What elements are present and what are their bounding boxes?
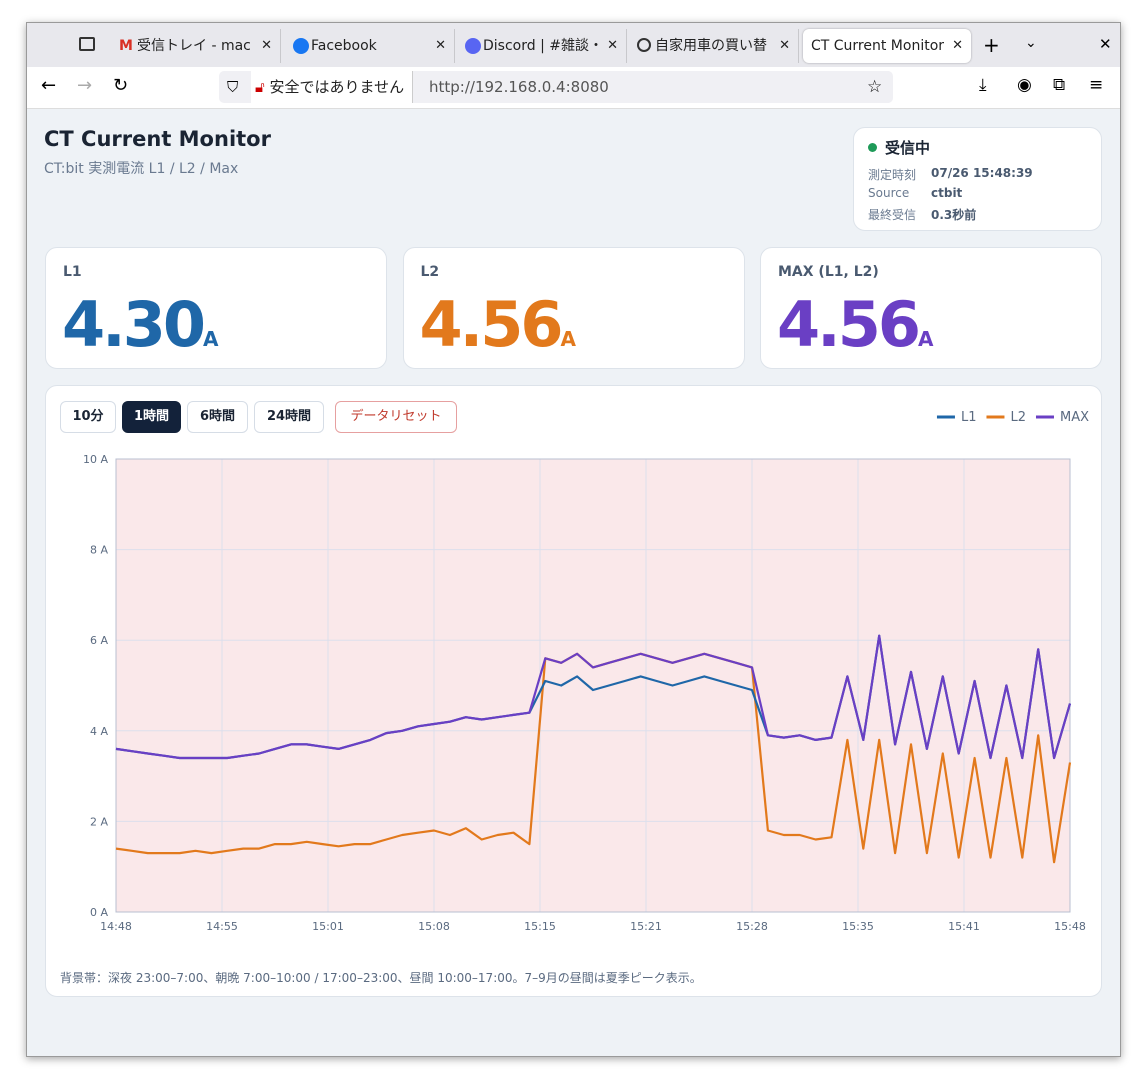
metric-value: 4.56A (777, 294, 933, 370)
status-label: 受信中 (885, 139, 931, 157)
menu[interactable]: ≡ (1089, 75, 1104, 95)
status-key: 最終受信 (868, 208, 917, 222)
y-tick-label: 10 A (83, 453, 108, 466)
y-tick-label: 8 A (90, 544, 108, 557)
metric-label: L1 (63, 264, 82, 280)
footnote: 背景帯：深夜 23:00–7:00、朝晩 7:00–10:00 / 17:00–… (60, 971, 702, 985)
x-tick-label: 14:55 (206, 920, 238, 933)
status-value: 07/26 15:48:39 (931, 166, 1033, 180)
range-button[interactable]: 10分 (60, 401, 116, 433)
x-tick-label: 15:01 (312, 920, 344, 933)
status-dot (868, 143, 877, 152)
legend-label: L2 (1010, 410, 1026, 425)
metric-label: L2 (420, 264, 440, 280)
metric-value: 4.30A (62, 294, 218, 370)
tab[interactable]: M 受信トレイ - mac ✕ (113, 29, 281, 63)
x-tick-label: 15:35 (842, 920, 874, 933)
tab[interactable]: 自家用車の買い替 ✕ (631, 29, 799, 63)
x-tick-label: 15:21 (630, 920, 662, 933)
shield-icon: ⛉ (227, 78, 239, 96)
toolbar: ← → ↻ ⛉ 🔓︎ 安全ではありません http://192.168.0.4:… (27, 67, 1120, 109)
value: 4.30 (62, 288, 206, 361)
metric-value: 4.56A (420, 294, 576, 370)
status-value: 0.3秒前 (931, 208, 977, 222)
page-title: CT Current Monitor (44, 127, 271, 151)
tab-title: Facebook (311, 38, 377, 54)
y-tick-label: 2 A (90, 815, 108, 828)
value: 4.56 (419, 288, 564, 361)
plot-background (115, 458, 1071, 913)
metric-card: L2 4.56A (402, 247, 745, 370)
metric-card: L1 4.30A (45, 247, 387, 369)
tab-list-icon[interactable] (79, 37, 95, 51)
close-window[interactable]: ✕ (1099, 35, 1112, 53)
tab-title: CT Current Monitor (811, 38, 945, 54)
series-line (115, 634, 1072, 760)
tab-title: Discord | #雑談・ (483, 38, 603, 54)
metric-label: MAX (L1, L2) (778, 264, 879, 280)
y-tick-label: 0 A (90, 906, 108, 919)
account[interactable]: ◉ (1017, 75, 1032, 95)
security-text: 安全ではありません (269, 78, 405, 96)
tab[interactable]: CT Current Monitor ✕ (803, 29, 971, 63)
forward[interactable]: → (77, 75, 93, 96)
extensions[interactable]: ⧉ (1053, 75, 1066, 95)
metric-card: MAX (L1, L2) 4.56A (760, 247, 1102, 369)
value: 4.56 (777, 288, 921, 361)
status-key: 測定時刻 (868, 168, 917, 182)
tab-menu[interactable]: ⌄ (1025, 35, 1037, 51)
tab-title: 受信トレイ - mac (137, 38, 251, 54)
x-tick-label: 14:48 (100, 920, 132, 933)
status-key: Source (868, 186, 910, 200)
range-button[interactable]: 6時間 (187, 401, 248, 433)
legend-label: MAX (1060, 410, 1089, 425)
x-tick-label: 15:28 (736, 920, 768, 933)
x-tick-label: 15:15 (524, 920, 556, 933)
status-card: 受信中 測定時刻 07/26 15:48:39 Source ctbit 最終受信 0.3… (853, 127, 1102, 231)
downloads[interactable]: ⤓ (979, 75, 987, 95)
x-tick-label: 15:41 (948, 920, 980, 933)
tab-bar: M 受信トレイ - mac ✕ Facebook ✕ Discord | #雑談・ ✕ … (27, 23, 1120, 67)
status-value: ctbit (931, 186, 963, 200)
chart-card: データリセット 0 A 2 A 4 A 6 A 8 A 10 A 14:48 14:55 15:… (45, 385, 1102, 997)
tab-title: 自家用車の買い替 (655, 38, 767, 54)
unit: A (917, 327, 934, 351)
range-button[interactable]: 24時間 (254, 401, 324, 433)
legend-label: L1 (961, 410, 977, 425)
x-tick-label: 15:08 (418, 920, 450, 933)
page-subtitle: CT:bit 実測電流 L1 / L2 / Max (44, 161, 239, 177)
url: http://192.168.0.4:8080 (429, 78, 609, 96)
y-tick-label: 4 A (90, 725, 108, 738)
reload[interactable]: ↻ (113, 75, 129, 96)
range-button[interactable]: 1時間 (122, 401, 181, 433)
bookmark[interactable]: ☆ (867, 77, 883, 97)
url-bar[interactable]: ⛉ 🔓︎ 安全ではありません http://192.168.0.4:8080 ☆ (219, 71, 893, 103)
tab[interactable]: Facebook ✕ (287, 29, 455, 63)
plot-border (115, 458, 1071, 913)
y-tick-label: 6 A (90, 634, 108, 647)
reset-button[interactable]: データリセット (335, 401, 457, 433)
unit: A (202, 327, 219, 351)
security-label[interactable]: 🔓︎ 安全ではありません (251, 71, 414, 103)
back[interactable]: ← (41, 75, 57, 96)
new-tab[interactable]: + (983, 33, 1000, 57)
chart: 0 A 2 A 4 A 6 A 8 A 10 A 14:48 14:55 15:01 15:08 1… (83, 410, 1089, 933)
tab[interactable]: Discord | #雑談・ ✕ (459, 29, 627, 63)
unit: A (560, 327, 576, 351)
x-tick-label: 15:48 (1054, 920, 1086, 933)
